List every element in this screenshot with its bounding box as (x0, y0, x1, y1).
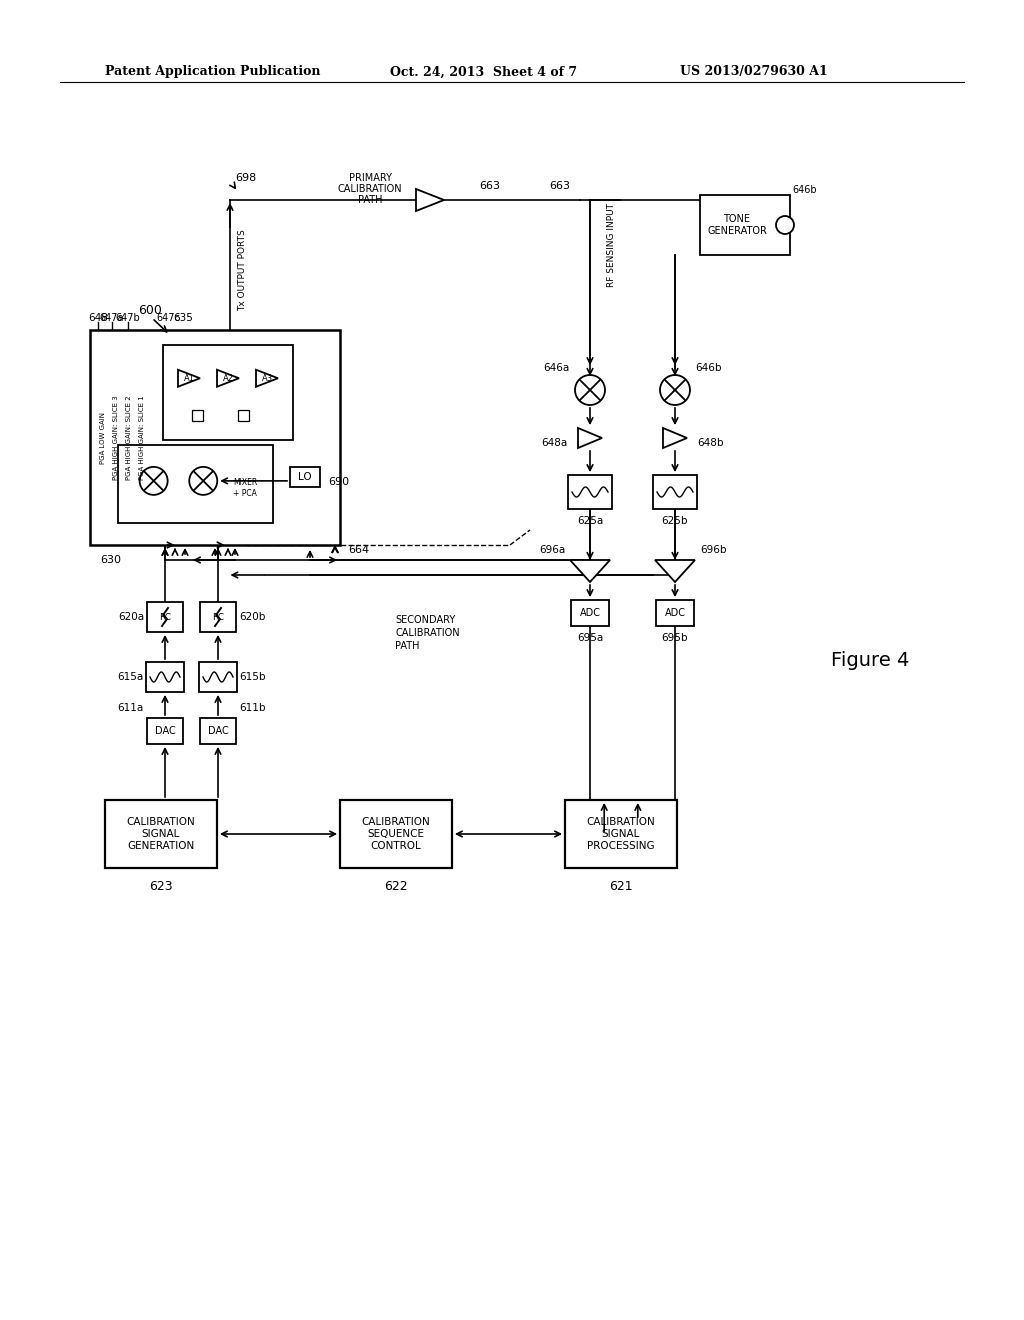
Bar (290, 467, 319, 487)
Text: 611b: 611b (239, 704, 265, 713)
Text: 615a: 615a (118, 672, 144, 682)
Polygon shape (578, 428, 602, 447)
Text: LO: LO (298, 473, 312, 482)
Text: CALIBRATION: CALIBRATION (338, 183, 402, 194)
Bar (199, 663, 237, 692)
Bar (200, 602, 236, 632)
Bar (147, 602, 183, 632)
Bar (571, 601, 609, 626)
Text: 621: 621 (609, 879, 633, 892)
Text: CALIBRATION
SEQUENCE
CONTROL: CALIBRATION SEQUENCE CONTROL (361, 817, 430, 850)
Bar (90, 330, 340, 545)
Text: Tx OUTPUT PORTS: Tx OUTPUT PORTS (239, 230, 248, 312)
Text: PATH: PATH (395, 642, 420, 651)
Text: Patent Application Publication: Patent Application Publication (105, 66, 321, 78)
Text: 647b: 647b (116, 313, 140, 323)
Text: 620a: 620a (118, 612, 144, 622)
Text: 690: 690 (328, 477, 349, 487)
Text: ADC: ADC (665, 609, 685, 618)
Circle shape (660, 375, 690, 405)
Bar (568, 475, 612, 510)
Text: US 2013/0279630 A1: US 2013/0279630 A1 (680, 66, 827, 78)
Text: 696b: 696b (700, 545, 726, 554)
Text: 646a: 646a (544, 363, 570, 374)
Text: RC: RC (212, 612, 224, 622)
Text: 648: 648 (88, 313, 108, 323)
Text: CALIBRATION: CALIBRATION (395, 628, 460, 638)
Text: CALIBRATION
SIGNAL
PROCESSING: CALIBRATION SIGNAL PROCESSING (587, 817, 655, 850)
Bar (163, 345, 293, 440)
Bar (565, 800, 677, 869)
Text: 625b: 625b (662, 516, 688, 525)
Text: PGA HIGH GAIN: SLICE 2: PGA HIGH GAIN: SLICE 2 (126, 395, 132, 479)
Polygon shape (178, 370, 200, 387)
Text: PGA HIGH GAIN: SLICE 1: PGA HIGH GAIN: SLICE 1 (139, 395, 145, 480)
Text: 695a: 695a (577, 634, 603, 643)
Polygon shape (416, 189, 444, 211)
Polygon shape (570, 560, 610, 582)
Bar (118, 445, 273, 523)
Text: A3: A3 (261, 374, 272, 383)
Bar (200, 718, 236, 744)
Text: PGA HIGH GAIN: SLICE 3: PGA HIGH GAIN: SLICE 3 (113, 395, 119, 480)
Text: 696a: 696a (539, 545, 565, 554)
Bar (700, 195, 790, 255)
Text: 623: 623 (150, 879, 173, 892)
Circle shape (189, 467, 217, 495)
Text: 663: 663 (479, 181, 501, 191)
Bar (191, 409, 203, 421)
Polygon shape (655, 560, 695, 582)
Text: RF SENSING INPUT: RF SENSING INPUT (607, 203, 616, 286)
Bar (656, 601, 694, 626)
Text: 646b: 646b (792, 185, 816, 195)
Text: 698: 698 (234, 173, 256, 183)
Polygon shape (663, 428, 687, 447)
Text: 630: 630 (100, 554, 121, 565)
Text: SECONDARY: SECONDARY (395, 615, 456, 624)
Text: DAC: DAC (155, 726, 175, 737)
Text: MIXER
+ PCA: MIXER + PCA (233, 478, 257, 498)
Text: A2: A2 (222, 374, 233, 383)
Text: 664: 664 (348, 545, 369, 554)
Bar (653, 475, 697, 510)
Text: 663: 663 (550, 181, 570, 191)
Circle shape (776, 216, 794, 234)
Text: 647a: 647a (99, 313, 124, 323)
Polygon shape (217, 370, 239, 387)
Bar (239, 409, 250, 421)
Text: 600: 600 (138, 304, 162, 317)
Text: Oct. 24, 2013  Sheet 4 of 7: Oct. 24, 2013 Sheet 4 of 7 (390, 66, 578, 78)
Text: 611a: 611a (118, 704, 144, 713)
Text: 625a: 625a (577, 516, 603, 525)
Text: PRIMARY: PRIMARY (348, 173, 391, 183)
Bar (340, 800, 452, 869)
Text: DAC: DAC (208, 726, 228, 737)
Text: 648a: 648a (542, 438, 568, 447)
Circle shape (139, 467, 168, 495)
Text: 648b: 648b (697, 438, 724, 447)
Text: A1: A1 (183, 374, 195, 383)
Text: Figure 4: Figure 4 (830, 651, 909, 669)
Text: 695b: 695b (662, 634, 688, 643)
Text: PGA LOW GAIN: PGA LOW GAIN (100, 412, 106, 463)
Text: 646b: 646b (695, 363, 722, 374)
Text: 622: 622 (384, 879, 408, 892)
Text: 620b: 620b (239, 612, 265, 622)
Text: 647c: 647c (156, 313, 180, 323)
Bar (147, 718, 183, 744)
Bar (105, 800, 217, 869)
Polygon shape (256, 370, 278, 387)
Circle shape (575, 375, 605, 405)
Bar (146, 663, 184, 692)
Text: RC: RC (159, 612, 171, 622)
Text: TONE
GENERATOR: TONE GENERATOR (707, 214, 767, 236)
Text: 635: 635 (173, 313, 193, 323)
Text: PATH: PATH (357, 195, 382, 205)
Text: CALIBRATION
SIGNAL
GENERATION: CALIBRATION SIGNAL GENERATION (127, 817, 196, 850)
Text: 615b: 615b (239, 672, 265, 682)
Text: ADC: ADC (580, 609, 600, 618)
